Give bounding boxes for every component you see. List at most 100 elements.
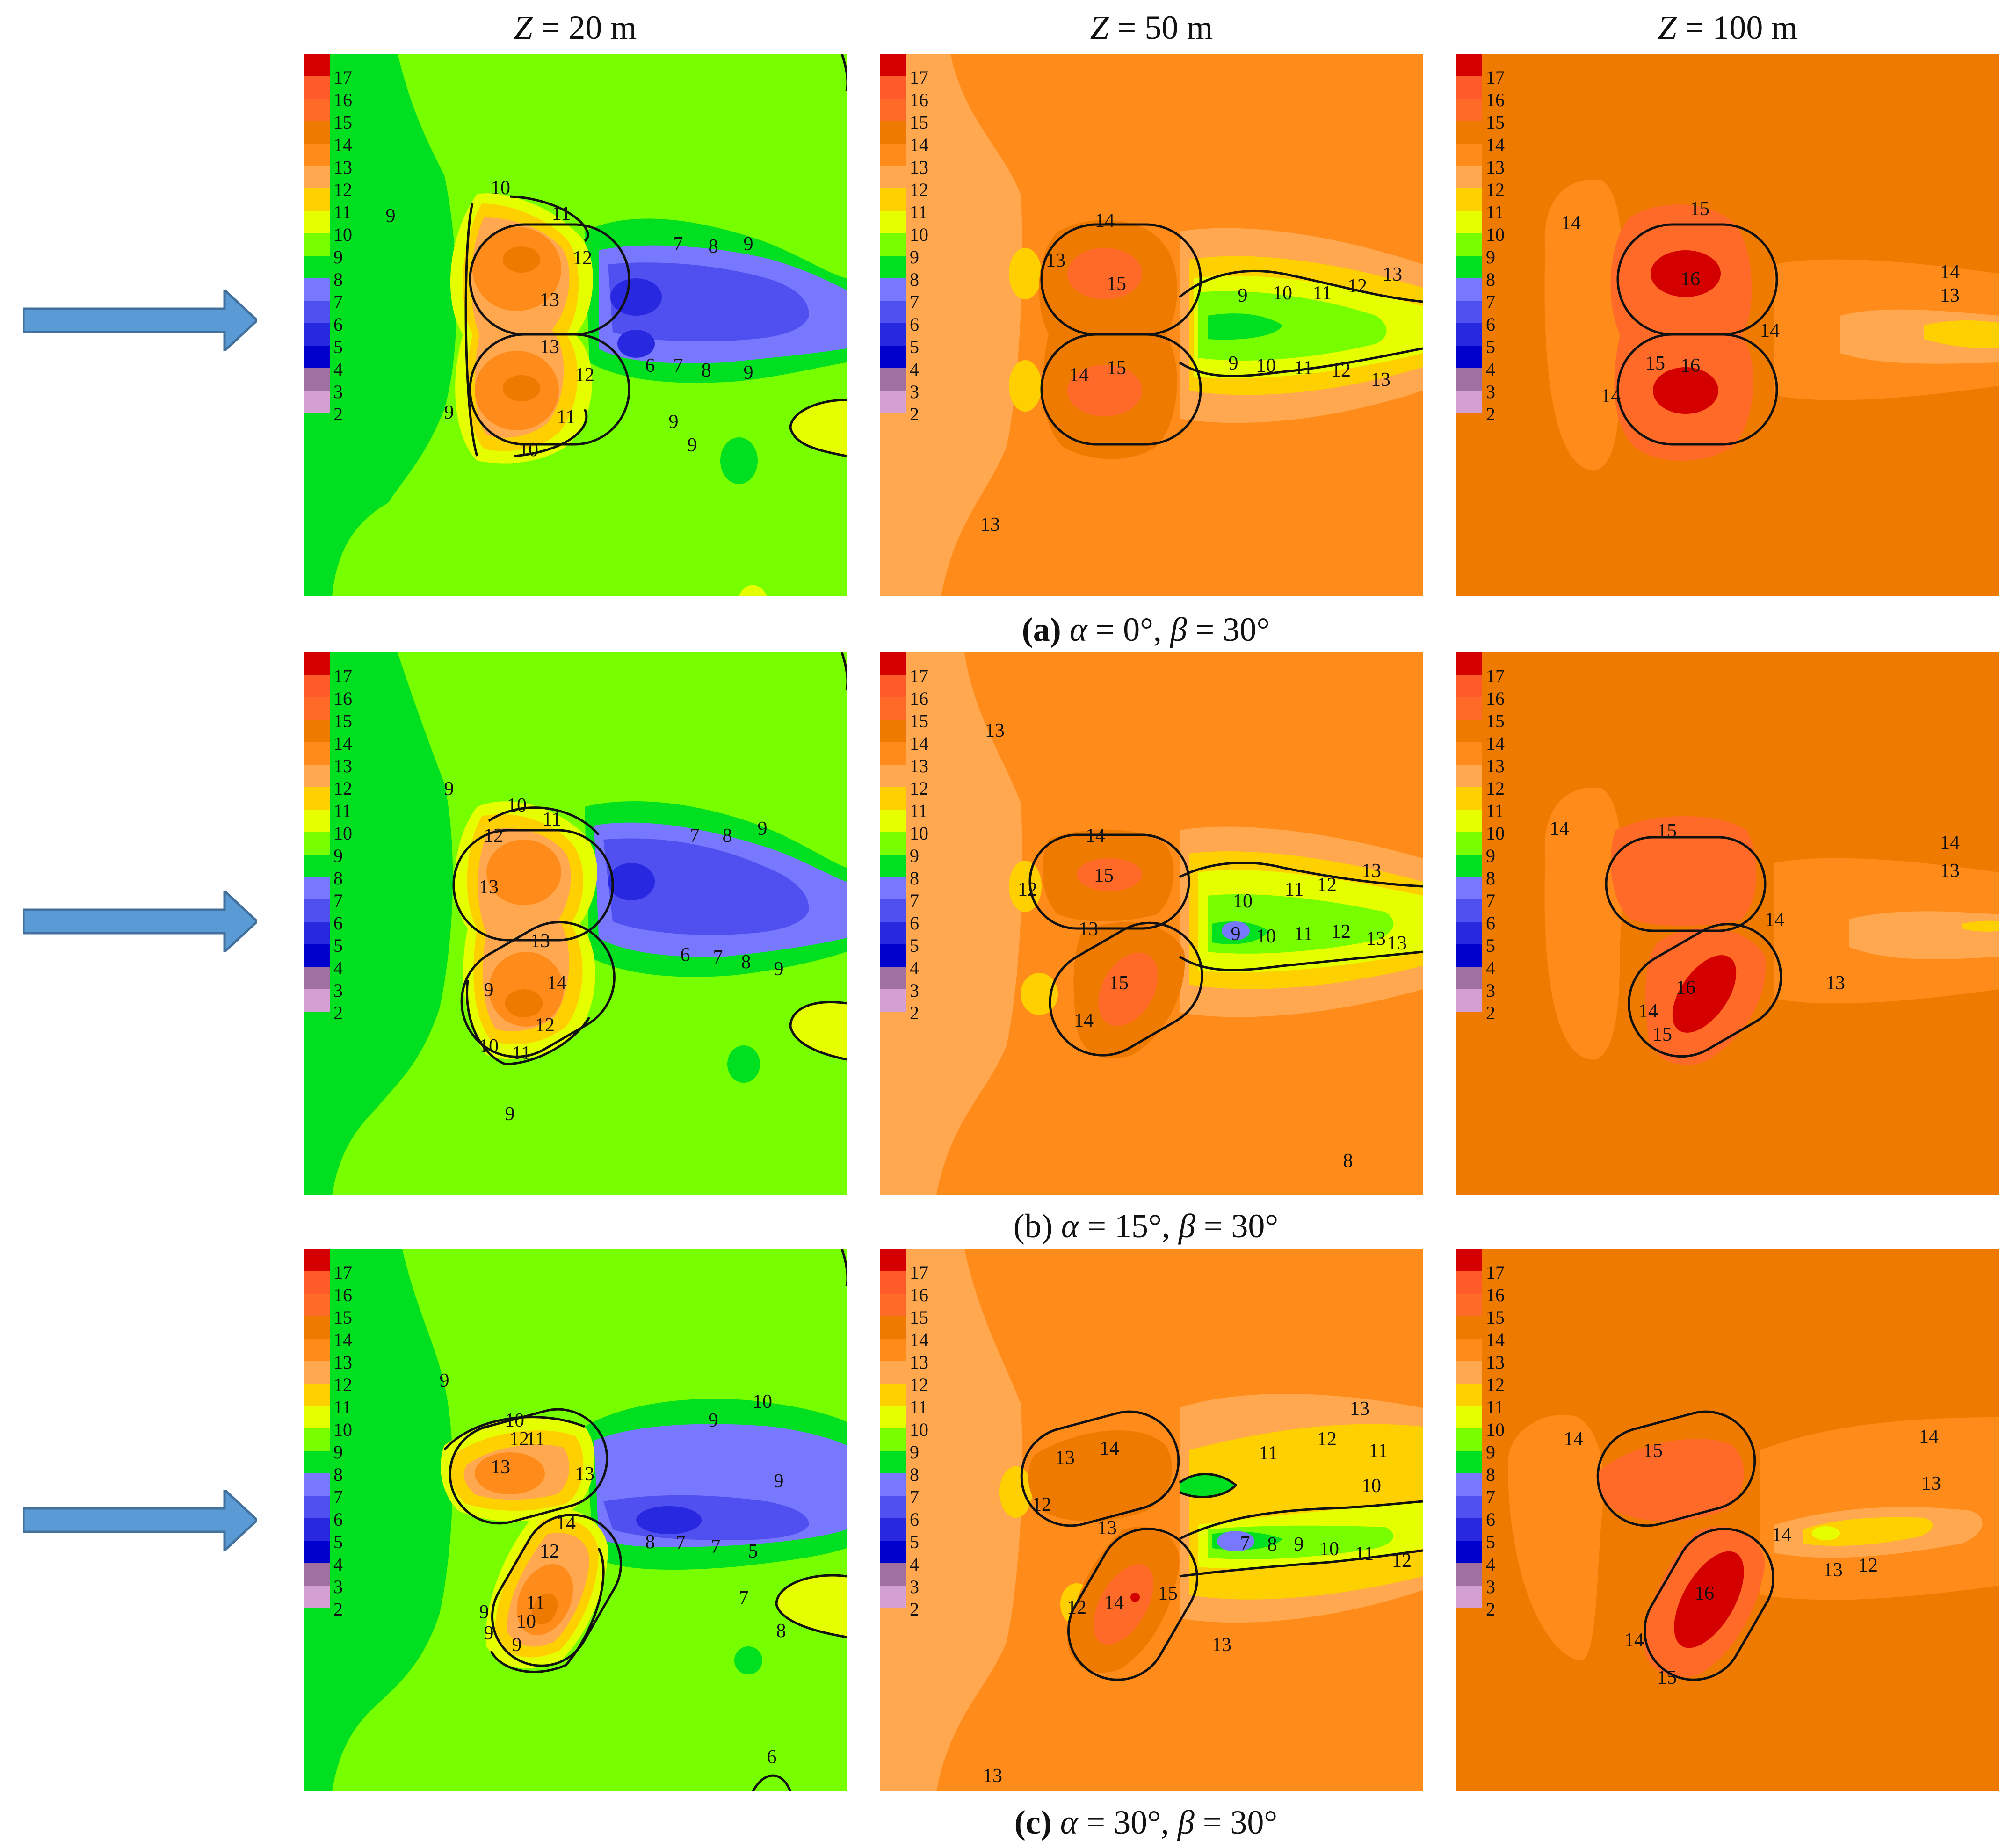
contour-label: 16 [1676, 977, 1695, 999]
contour-label: 9 [669, 411, 679, 433]
contour-label: 13 [980, 514, 1000, 536]
colorbar-swatch-5 [1456, 922, 1482, 944]
colorbar-label-4: 4 [910, 359, 919, 380]
contour-label: 10 [753, 1391, 772, 1413]
colorbar-label-12: 12 [333, 1374, 352, 1395]
colorbar-swatch-17 [1456, 1249, 1482, 1271]
contour-labels: 13 12 11 14 13 12 13 14 15 12 11 10 7 8 9 10 11 12 13 13 [983, 1398, 1412, 1787]
contour-line-wake-upper [1179, 862, 1423, 888]
colorbar-label-17: 17 [1486, 67, 1505, 88]
contour-label: 9 [484, 1623, 494, 1644]
contour-label: 12 [1858, 1555, 1878, 1576]
wake-8-upper-blob [1180, 1474, 1236, 1497]
contour-labels: 14 13 15 15 14 9 10 11 12 13 9 10 11 12 13 13 [980, 210, 1402, 536]
contour-label: 11 [1294, 923, 1313, 945]
contour-label: 13 [1387, 933, 1407, 954]
region-8-upstream [304, 1249, 453, 1791]
contour-label: 5 [748, 1541, 758, 1562]
colorbar-swatch-3 [1456, 967, 1482, 989]
colorbar-label-6: 6 [1486, 314, 1495, 335]
colorbar-label-2: 2 [1486, 404, 1495, 425]
colorbar-swatch-7 [880, 877, 906, 899]
colorbar-label-7: 7 [910, 291, 919, 312]
colorbar-label-11: 11 [333, 202, 352, 223]
colorbar-swatch-12 [880, 765, 906, 787]
colorbar-swatch-12 [304, 765, 330, 787]
contour-line-top-right [840, 652, 847, 690]
colorbar-label-10: 10 [910, 823, 928, 844]
contour-label: 13 [1823, 1559, 1843, 1581]
contour-label: 9 [744, 362, 753, 384]
contour-label: 14 [1086, 825, 1105, 847]
colorbar-label-5: 5 [333, 1531, 343, 1552]
colorbar-swatch-8 [1456, 1451, 1482, 1473]
colorbar-label-7: 7 [910, 890, 919, 911]
colorbar-swatch-2 [880, 989, 906, 1012]
wake-5-top [610, 278, 662, 316]
colorbar-swatch-13 [304, 1339, 330, 1361]
colorbar-swatch-14 [304, 121, 330, 144]
contour-line-wake-lower [1179, 950, 1423, 971]
colorbar-swatch-12 [880, 1361, 906, 1384]
contour-label: 8 [709, 236, 718, 257]
colorbar-swatch-17 [304, 652, 330, 675]
colorbar-label-2: 2 [333, 1599, 343, 1620]
colorbar-label-13: 13 [910, 1352, 928, 1373]
colorbar-label-14: 14 [333, 134, 352, 155]
contour-panel-b-z20: 17 16 15 14 13 12 11 10 9 8 7 6 5 4 3 2 9 10 11 12 13 13 14 12… [304, 652, 847, 1195]
colorbar-label-4: 4 [1486, 359, 1495, 380]
wake-5 [636, 1506, 702, 1534]
contour-line-right [789, 399, 847, 457]
colorbar-swatch-13 [880, 742, 906, 765]
contour-panel-a-z20: 17 16 15 14 13 12 11 10 9 8 7 6 5 4 3 2 9 10 11 12 13 13 12 11… [304, 54, 847, 596]
colorbar-swatch-15 [304, 1294, 330, 1316]
contour-label: 13 [540, 336, 559, 358]
contour-label: 9 [758, 818, 768, 840]
colorbar-label-4: 4 [333, 1554, 343, 1575]
contour-label: 8 [741, 951, 751, 973]
colorbar-swatch-17 [880, 54, 906, 76]
colorbar-swatch-6 [304, 301, 330, 323]
contour-label: 13 [1940, 860, 1960, 882]
colorbar-label-3: 3 [910, 980, 919, 1001]
row-caption-a: (a) α = 0°, β = 30° [1021, 611, 1270, 648]
arrow-shape [23, 290, 257, 351]
colorbar-swatch-2 [880, 391, 906, 413]
colorbar-label-12: 12 [1486, 179, 1505, 200]
colorbar-label-12: 12 [333, 778, 352, 799]
contour-label: 11 [512, 1043, 531, 1064]
contour-label: 12 [1032, 1494, 1051, 1515]
colorbar-swatch-11 [880, 188, 906, 211]
contour-label: 15 [1158, 1583, 1178, 1604]
colorbar-label-15: 15 [333, 112, 352, 133]
region-13-upstream [1508, 1414, 1604, 1660]
contour-label: 7 [673, 233, 683, 255]
wake-9 [1198, 291, 1387, 361]
colorbar-swatch-10 [880, 810, 906, 832]
wake-11 [1962, 920, 1999, 932]
rotor-bot-16 [1653, 367, 1718, 414]
contour-label: 9 [1294, 1534, 1304, 1555]
contour-line-10-bot [490, 1547, 605, 1673]
contour-label: 11 [1369, 1440, 1388, 1462]
contour-label: 12 [1331, 921, 1351, 942]
wake-6 [603, 838, 809, 935]
contour-label: 15 [1690, 198, 1709, 220]
contour-label: 9 [709, 1410, 718, 1431]
colorbar-label-3: 3 [333, 980, 343, 1001]
rotor-outline-bottom [1040, 333, 1202, 446]
contour-label: 14 [1765, 909, 1784, 931]
arrow-shape [23, 1490, 257, 1551]
contour-label: 7 [711, 1536, 721, 1558]
colorbar-swatch-2 [1456, 989, 1482, 1012]
contour-label: 14 [1074, 1010, 1094, 1031]
region-12-upstream [880, 652, 1022, 1195]
contour-label: 15 [1109, 972, 1129, 994]
colorbar-label-14: 14 [333, 733, 352, 754]
